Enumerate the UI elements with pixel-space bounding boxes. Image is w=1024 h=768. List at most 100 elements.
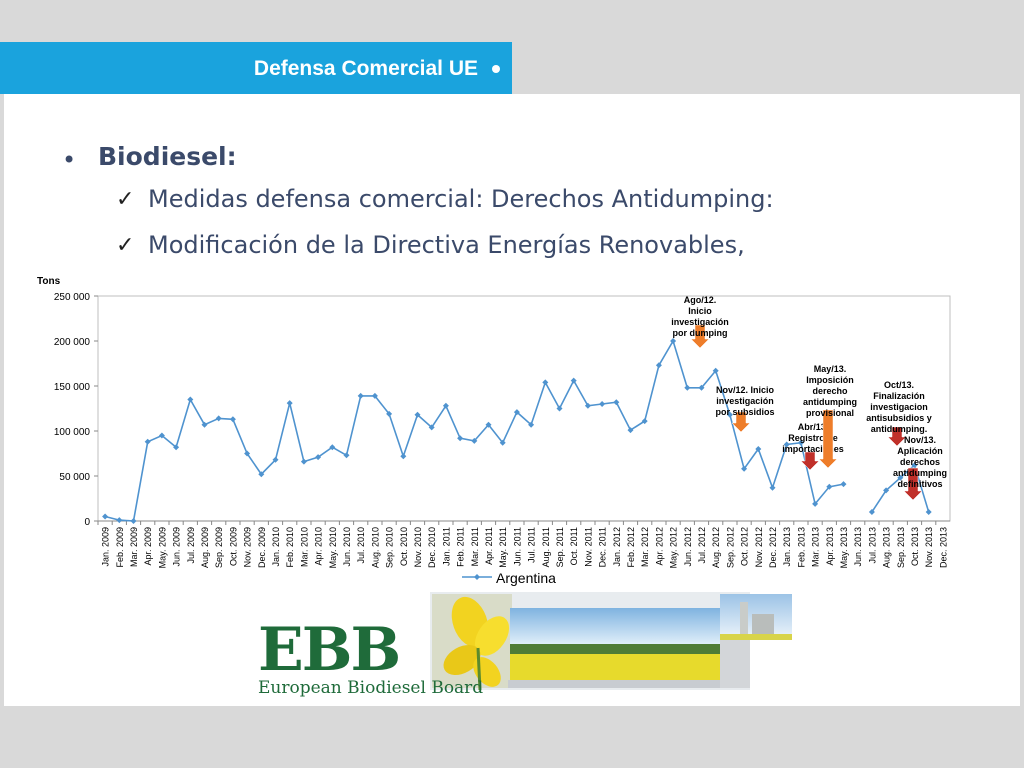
data-point (868, 509, 875, 515)
legend: Argentina (462, 570, 556, 586)
x-tick-label: Sep. 2009 (214, 527, 224, 568)
arrow-down-icon (690, 324, 710, 349)
x-tick-label: Sep. 2012 (725, 527, 735, 568)
photo-strip (508, 680, 748, 688)
chart-annotation: Oct/13.Finalizacióninvestigacionantisubs… (866, 380, 932, 447)
annotation-text: provisional (806, 408, 854, 418)
x-tick-label: Oct. 2012 (740, 527, 750, 566)
x-tick-label: Apr. 2009 (143, 527, 153, 566)
data-point (712, 367, 719, 374)
y-tick-label: 200 000 (54, 337, 91, 348)
annotation-text: Inicio (688, 306, 712, 316)
arrow-down-icon (800, 451, 820, 471)
y-tick-label: 0 (84, 517, 90, 528)
x-tick-label: Dec. 2011 (598, 527, 608, 567)
y-axis-label: Tons (37, 276, 61, 287)
x-tick-label: Jan. 2009 (101, 527, 111, 567)
data-point (300, 458, 307, 465)
annotation-text: Oct/13. (884, 380, 914, 390)
x-tick-label: Mar. 2013 (811, 527, 821, 567)
bullet-sub-2: Modificación de la Directiva Energías Re… (148, 231, 745, 259)
axis-layer: 0 50 000 100 000 150 000 200 000 250 000 Jan. … (54, 292, 951, 568)
x-tick-label: Nov. 2013 (924, 527, 934, 567)
header-dot-icon (492, 65, 500, 73)
data-point (485, 421, 492, 428)
legend-label: Argentina (496, 570, 556, 586)
data-point (457, 435, 464, 442)
data-point (883, 487, 890, 494)
annotation-text: Finalización (873, 391, 925, 401)
x-tick-label: Aug. 2012 (711, 527, 721, 568)
x-tick-label: Jul. 2009 (186, 527, 196, 564)
data-point (599, 401, 606, 407)
x-tick-label: Jun. 2009 (172, 527, 182, 567)
data-point (528, 421, 535, 428)
data-point (670, 338, 677, 344)
annotation-text: Nov/13. (904, 435, 936, 445)
annotation-text: May/13. (814, 364, 847, 374)
chart-annotation: Nov/13.Aplicaciónderechosantidumpingdefi… (893, 435, 947, 501)
annotation-text: Aplicación (897, 446, 943, 456)
x-tick-label: Dec. 2009 (257, 527, 267, 568)
x-tick-label: Aug. 2009 (200, 527, 210, 568)
x-tick-label: May. 2012 (669, 527, 679, 568)
bullet-main: Biodiesel: (98, 142, 237, 171)
checkmark-icon: ✓ (116, 233, 135, 258)
data-point (229, 416, 236, 423)
x-tick-label: Jun. 2011 (512, 527, 522, 566)
data-point (726, 411, 733, 418)
x-tick-label: Jun. 2010 (342, 527, 352, 567)
x-tick-label: Jul. 2010 (356, 527, 366, 564)
x-tick-label: Oct. 2010 (399, 527, 409, 566)
data-point (272, 456, 279, 463)
data-point (386, 410, 393, 417)
annotation-text: antidumping (803, 397, 857, 407)
x-tick-label: Feb. 2009 (115, 527, 125, 568)
data-point (258, 471, 265, 478)
x-tick-label: Nov. 2012 (754, 527, 764, 567)
header-title: Defensa Comercial UE (253, 57, 478, 80)
bullet-dot-icon: • (62, 146, 77, 174)
x-tick-label: Sep. 2011 (555, 527, 565, 567)
plant-building (752, 614, 774, 634)
x-tick-label: Mar. 2010 (299, 527, 309, 567)
x-tick-label: Dec. 2013 (938, 527, 948, 568)
annotation-text: Imposición (806, 375, 854, 385)
x-tick-label: Oct. 2009 (228, 527, 238, 566)
x-tick-label: Aug. 2011 (541, 527, 551, 567)
data-point (783, 441, 790, 448)
data-point (755, 446, 762, 452)
data-point (400, 453, 407, 460)
x-tick-label: Sep. 2013 (896, 527, 906, 568)
x-tick-label: Jul. 2011 (527, 527, 537, 563)
data-point (215, 415, 222, 422)
data-point (442, 402, 449, 409)
data-point (570, 377, 577, 384)
annotation-text: definitivos (897, 479, 942, 489)
bottom-strip (0, 706, 1024, 768)
data-point (556, 405, 563, 412)
bullet-sub-1: Medidas defensa comercial: Derechos Anti… (148, 185, 774, 213)
data-point (698, 384, 705, 391)
line-layer (102, 338, 932, 524)
checkmark-icon: ✓ (116, 187, 135, 212)
annotation-text: Ago/12. (684, 295, 717, 305)
x-tick-label: Nov. 2009 (243, 527, 253, 567)
x-tick-label: May. 2013 (839, 527, 849, 568)
x-tick-label: Oct. 2011 (569, 527, 579, 565)
arrow-down-icon (731, 411, 751, 433)
data-point (627, 427, 634, 434)
data-point (684, 384, 691, 391)
data-point (158, 432, 165, 439)
data-point (925, 509, 932, 515)
data-point (315, 454, 322, 461)
data-point (244, 450, 251, 457)
annotation-text: importaciones (782, 444, 844, 454)
data-point (897, 474, 904, 481)
data-point (428, 424, 435, 431)
field-rapeseed (510, 654, 720, 680)
data-point (357, 392, 364, 399)
